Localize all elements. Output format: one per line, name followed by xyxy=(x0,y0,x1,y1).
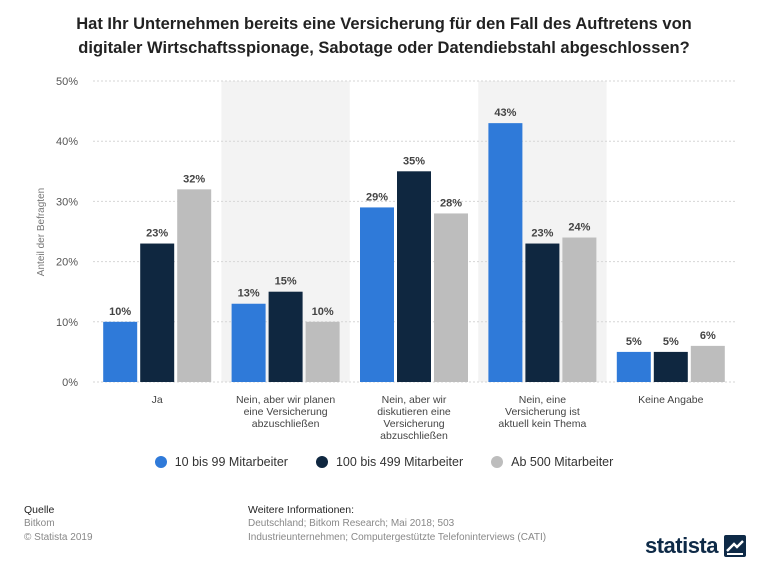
bar-value-label: 23% xyxy=(146,228,168,240)
x-tick-label: Ja xyxy=(152,394,163,406)
statista-logo[interactable]: statista xyxy=(645,533,746,559)
info-line-2: Industrieunternehmen; Computergestützte … xyxy=(248,532,547,543)
copyright: © Statista 2019 xyxy=(24,532,93,543)
legend-label-series-1: 10 bis 99 Mitarbeiter xyxy=(174,455,288,469)
x-tick-label: eine Versicherung xyxy=(244,406,328,418)
chart-title-line-2: digitaler Wirtschaftsspionage, Sabotage … xyxy=(78,39,690,57)
bar xyxy=(140,243,175,382)
legend-marker-series-1 xyxy=(154,456,167,468)
bar xyxy=(231,303,266,382)
bar xyxy=(103,321,138,382)
bar-value-label: 10% xyxy=(312,306,334,318)
bar xyxy=(397,171,431,382)
chart-title: Hat Ihr Unternehmen bereits eine Versich… xyxy=(0,12,768,60)
bar-value-label: 29% xyxy=(366,191,388,203)
x-tick-label: Keine Angabe xyxy=(638,394,704,406)
bar xyxy=(488,123,523,382)
x-tick-label: diskutieren eine xyxy=(377,406,451,418)
x-tick-label: Nein, aber wir planen xyxy=(236,394,335,406)
bar xyxy=(177,189,212,382)
bar-value-label: 13% xyxy=(238,288,260,300)
legend-item-series-3[interactable]: Ab 500 Mitarbeiter xyxy=(491,455,613,469)
bar-value-label: 35% xyxy=(403,155,425,167)
y-tick-label: 30% xyxy=(56,196,78,208)
bar-value-label: 28% xyxy=(440,197,462,209)
x-tick-label: abzuschließen xyxy=(252,418,320,430)
bar xyxy=(562,237,597,382)
bar-value-label: 5% xyxy=(663,336,679,348)
bar xyxy=(268,291,303,382)
info-heading: Weitere Informationen: xyxy=(248,504,355,516)
bar xyxy=(525,243,560,382)
logo-text: statista xyxy=(644,533,719,558)
x-tick-label: abzuschließen xyxy=(380,430,448,442)
bar-value-label: 32% xyxy=(183,173,205,185)
legend-marker-series-2 xyxy=(315,456,328,468)
bar-chart: 0% 10% 20% 30% 40% 50% Anteil der Befragten 10%… xyxy=(36,76,735,442)
y-tick-label: 10% xyxy=(56,317,78,329)
bar xyxy=(305,321,340,382)
bar xyxy=(616,351,651,382)
y-tick-label: 0% xyxy=(62,377,78,389)
chart-title-line-1: Hat Ihr Unternehmen bereits eine Versich… xyxy=(76,15,692,33)
y-tick-label: 20% xyxy=(56,257,78,269)
statista-logo-icon xyxy=(724,535,746,557)
x-tick-label: Versicherung xyxy=(383,418,444,430)
bar xyxy=(690,345,725,382)
x-tick-label: Nein, eine xyxy=(519,394,566,406)
info-block: Weitere Informationen: Deutschland; Bitk… xyxy=(248,503,546,545)
legend-item-series-2[interactable]: 100 bis 499 Mitarbeiter xyxy=(315,455,464,469)
legend-label-series-3: Ab 500 Mitarbeiter xyxy=(511,455,614,469)
bar-value-label: 23% xyxy=(531,228,553,240)
bar xyxy=(434,213,468,382)
y-tick-label: 40% xyxy=(56,136,78,148)
legend-item-series-1[interactable]: 10 bis 99 Mitarbeiter xyxy=(154,455,288,469)
x-tick-label: Versicherung ist xyxy=(505,406,580,418)
source-heading: Quelle xyxy=(24,504,55,516)
bar xyxy=(360,207,394,382)
chart-legend: 10 bis 99 Mitarbeiter 100 bis 499 Mitarb… xyxy=(0,455,768,469)
info-line-1: Deutschland; Bitkom Research; Mai 2018; … xyxy=(248,518,455,529)
bar-value-label: 43% xyxy=(494,107,516,119)
x-tick-label: aktuell kein Thema xyxy=(498,418,586,430)
source-name: Bitkom xyxy=(24,518,55,529)
source-block: Quelle Bitkom © Statista 2019 xyxy=(24,503,93,545)
x-tick-label: Nein, aber wir xyxy=(382,394,447,406)
bar-value-label: 5% xyxy=(626,336,642,348)
legend-label-series-2: 100 bis 499 Mitarbeiter xyxy=(335,455,464,469)
legend-marker-series-3 xyxy=(491,456,504,468)
bar xyxy=(653,351,688,382)
y-tick-label: 50% xyxy=(56,76,78,88)
bar-value-label: 24% xyxy=(568,222,590,234)
bar-value-label: 10% xyxy=(109,306,131,318)
bar-value-label: 15% xyxy=(275,276,297,288)
y-axis-label: Anteil der Befragten xyxy=(36,188,47,276)
bar-value-label: 6% xyxy=(700,330,716,342)
